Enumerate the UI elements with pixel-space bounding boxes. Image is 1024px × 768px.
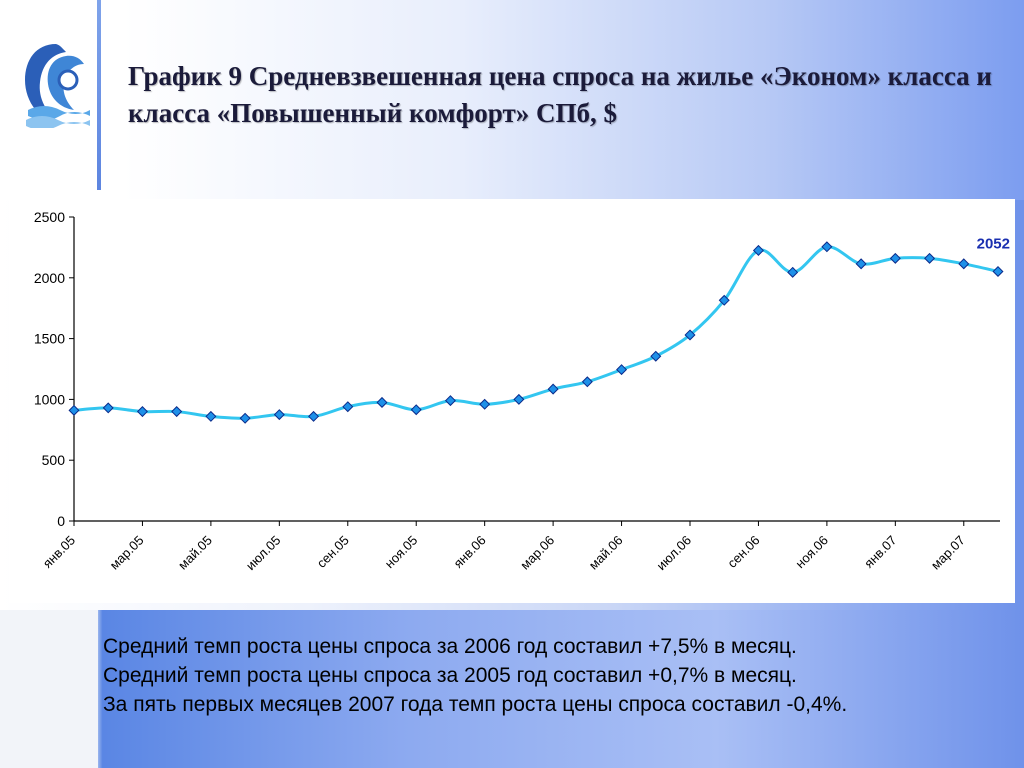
data-point	[171, 406, 183, 418]
y-tick-label: 2000	[34, 270, 65, 286]
y-tick-label: 0	[57, 513, 65, 529]
footer-band	[0, 610, 1024, 768]
data-point	[205, 410, 217, 422]
x-tick-label: мар.06	[517, 533, 557, 573]
data-point	[308, 410, 320, 422]
line-chart: 0 500 1000 1500 2000 2500 янв.05 мар.05 май.05 ию…	[34, 209, 1010, 574]
data-point	[444, 395, 456, 407]
data-point	[136, 406, 148, 418]
chart-panel: 0 500 1000 1500 2000 2500 янв.05 мар.05 май.05 ию…	[9, 199, 1015, 603]
x-tick-label: сен.06	[724, 533, 762, 571]
data-point	[616, 364, 628, 376]
data-point	[376, 396, 388, 408]
x-tick-label: янв.05	[40, 533, 78, 571]
company-logo-icon	[25, 44, 90, 128]
note-line-2006: Средний темп роста цены спроса за 2006 г…	[103, 635, 797, 658]
data-point	[513, 393, 525, 405]
x-tick-label: июл.05	[243, 533, 284, 574]
x-tick-label: мар.05	[107, 533, 147, 573]
x-tick-label: июл.06	[654, 533, 695, 574]
footer-left-block	[0, 610, 98, 768]
data-point	[924, 252, 936, 264]
data-point	[547, 383, 559, 395]
x-tick-label: май.06	[586, 533, 626, 573]
x-tick-label: май.05	[175, 533, 215, 573]
accent-stripe	[97, 0, 101, 190]
page-title: График 9 Средневзвешенная цена спроса на…	[128, 61, 992, 128]
last-value-label: 2052	[977, 235, 1010, 252]
data-point	[410, 404, 422, 416]
data-point	[239, 412, 251, 424]
data-point	[342, 401, 354, 413]
x-tick-label: ноя.06	[792, 533, 831, 572]
y-tick-label: 1000	[34, 391, 65, 407]
data-point	[650, 350, 662, 362]
header-band	[0, 0, 1024, 200]
data-point	[718, 294, 730, 306]
note-line-2005: Средний темп роста цены спроса за 2005 г…	[103, 664, 797, 687]
data-point	[479, 398, 491, 410]
notes-block: Средний темп роста цены спроса за 2006 г…	[103, 632, 1018, 719]
data-point	[821, 241, 833, 253]
data-point	[787, 266, 799, 278]
data-point	[68, 404, 80, 416]
data-point	[684, 329, 696, 341]
data-point	[752, 244, 764, 256]
y-tick-label: 1500	[34, 331, 65, 347]
note-line-2007: За пять первых месяцев 2007 года темп ро…	[103, 693, 848, 716]
x-tick-label: мар.07	[928, 533, 968, 573]
x-tick-label: ноя.05	[382, 533, 421, 572]
x-tick-label: янв.07	[861, 533, 899, 571]
data-point	[958, 258, 970, 270]
x-tick-label: сен.05	[314, 533, 352, 571]
data-point	[273, 409, 285, 421]
data-point	[889, 252, 901, 264]
data-point	[992, 265, 1004, 277]
series-line	[73, 245, 999, 420]
data-point	[855, 258, 867, 270]
data-point	[581, 376, 593, 388]
data-point	[102, 402, 114, 414]
y-tick-label: 500	[42, 452, 66, 468]
x-tick-label: янв.06	[450, 533, 488, 571]
y-tick-label: 2500	[34, 209, 65, 225]
